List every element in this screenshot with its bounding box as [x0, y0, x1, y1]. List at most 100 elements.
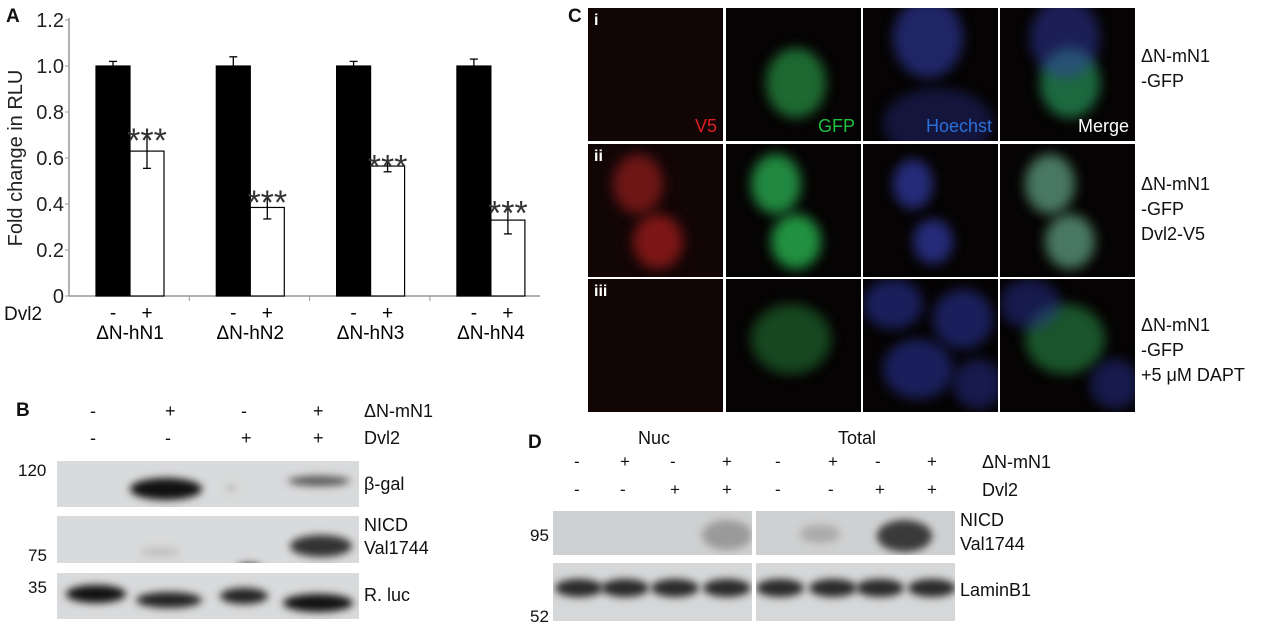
lane-sign: + [670, 480, 680, 499]
protein-band [703, 579, 751, 597]
protein-band [283, 594, 353, 612]
category-label: ΔN-hN3 [337, 323, 405, 344]
condition-tick-label: + [502, 303, 513, 324]
condition-label: ΔN-mN1 [1141, 46, 1211, 66]
micrograph: i V5 [588, 8, 723, 141]
lane-sign: + [875, 480, 885, 499]
western-blot [57, 573, 359, 619]
condition-label: -GFP [1141, 199, 1184, 219]
cell-signal [863, 279, 923, 329]
protein-band [290, 535, 352, 557]
y-tick-label: 0.2 [36, 240, 64, 262]
protein-band [130, 478, 202, 500]
western-blot [57, 516, 359, 563]
lane-sign: - [670, 452, 676, 471]
cell-signal [613, 154, 663, 214]
condition-label: +5 μM DAPT [1141, 365, 1245, 385]
condition-tick-label: + [141, 303, 152, 324]
lane-sign: + [722, 452, 732, 471]
condition-tick-label: - [110, 303, 116, 324]
western-blot [756, 511, 955, 555]
cell-signal [913, 219, 953, 264]
lane-sign: + [241, 428, 252, 448]
cell-signal [933, 289, 993, 349]
bar [215, 65, 251, 297]
protein-band [856, 579, 904, 597]
protein-band [220, 588, 268, 604]
blot-label: Val1744 [364, 538, 429, 558]
row-label: ii [594, 148, 603, 165]
micrograph [726, 279, 861, 412]
lane-sign: - [165, 428, 171, 448]
condition-tick-label: + [382, 303, 393, 324]
row-label: ΔN-mN1 [982, 452, 1052, 472]
blot-label: NICD [364, 515, 408, 535]
bar-chart: 0 0.2 0.4 0.6 0.8 1.0 1.2 Fold change in RLU Dvl… [4, 10, 540, 344]
panel-a-label: A [6, 6, 20, 27]
bar [249, 206, 285, 297]
condition-label: ΔN-mN1 [1141, 315, 1211, 335]
protein-band [800, 525, 840, 543]
bar [95, 65, 131, 297]
lane-sign: - [241, 401, 247, 421]
panel-c-label: C [568, 6, 582, 27]
western-blot [553, 511, 752, 555]
lane-sign: - [620, 480, 626, 499]
row-label: i [594, 12, 599, 29]
marker-label: 120 [18, 461, 47, 480]
protein-band [601, 579, 649, 597]
lane-sign: + [722, 480, 732, 499]
micrograph [726, 144, 861, 277]
lane-sign: + [165, 401, 176, 421]
cell-signal [1030, 8, 1100, 78]
lane-sign: + [313, 401, 324, 421]
y-tick-label: 0.8 [36, 102, 64, 124]
protein-band [66, 585, 126, 603]
protein-band [228, 485, 234, 491]
condition-label: Dvl2 [4, 304, 42, 325]
lane-sign: - [574, 480, 580, 499]
channel-label: Merge [1077, 116, 1129, 136]
channel-label: Hoechst [925, 116, 992, 136]
condition-label: -GFP [1141, 71, 1184, 91]
group-label: Total [838, 428, 877, 448]
protein-band [140, 548, 180, 556]
marker-label: 75 [28, 546, 47, 565]
lane-sign: - [775, 452, 781, 471]
condition-tick-label: - [350, 303, 356, 324]
cell-signal [883, 88, 993, 141]
cell-signal [771, 214, 821, 269]
significance-annotation: *** [127, 122, 167, 160]
micrograph: Merge [1000, 8, 1135, 141]
category-label: ΔN-hN2 [216, 323, 284, 344]
condition-tick-label: - [471, 303, 477, 324]
western-blot [57, 461, 359, 507]
lane-sign: + [927, 480, 937, 499]
condition-label: -GFP [1141, 340, 1184, 360]
y-tick-label: 1.0 [36, 56, 64, 78]
cell-signal [893, 159, 933, 209]
y-axis-label: Fold change in RLU [5, 70, 27, 247]
lane-sign: - [828, 480, 834, 499]
cell-signal [1025, 154, 1075, 214]
micrograph: ii [588, 144, 723, 277]
blot-label: LaminB1 [960, 580, 1032, 600]
protein-band [136, 592, 202, 608]
blot-label: β-gal [364, 474, 405, 494]
panel-b-label: B [16, 400, 30, 421]
blot-label: Val1744 [960, 534, 1025, 554]
significance-annotation: *** [488, 194, 528, 232]
marker-label: 95 [530, 526, 549, 545]
panel-d-label: D [528, 432, 542, 453]
micrograph: iii [588, 279, 723, 412]
blot-label: R. luc [364, 585, 411, 605]
y-tick-label: 0.6 [36, 148, 64, 170]
condition-tick-label: - [230, 303, 236, 324]
bar [456, 65, 492, 297]
blot-label: NICD [960, 510, 1004, 530]
cell-signal [1000, 279, 1060, 329]
row-label: iii [594, 283, 608, 300]
cell-signal [751, 154, 801, 214]
marker-label: 52 [530, 607, 549, 626]
